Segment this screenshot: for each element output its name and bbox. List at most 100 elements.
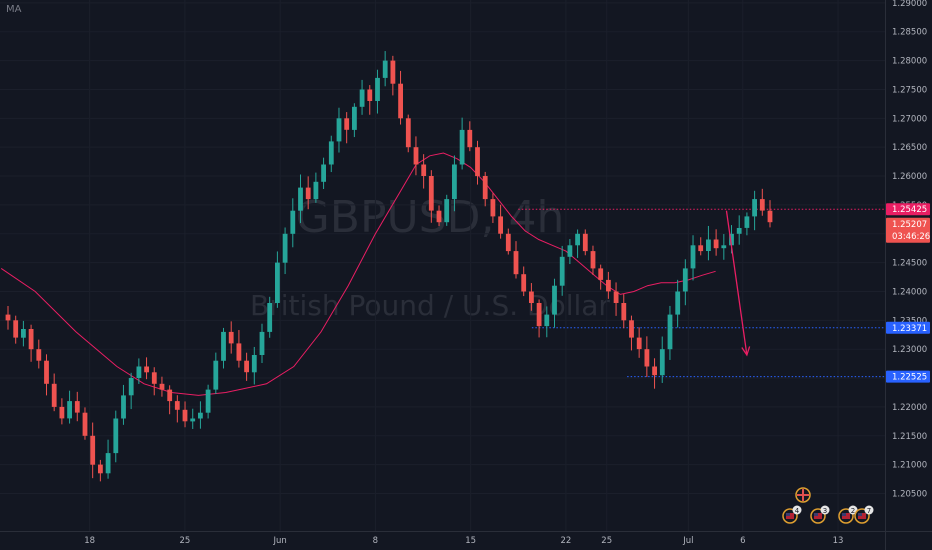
candle bbox=[151, 367, 157, 396]
candle bbox=[98, 459, 103, 482]
support-2-tag-label: 1.22525 bbox=[892, 373, 927, 383]
candle bbox=[559, 245, 565, 296]
time-tick-label: 15 bbox=[465, 536, 476, 546]
candle bbox=[698, 237, 704, 256]
candle-body bbox=[590, 251, 596, 269]
candle-body bbox=[405, 118, 411, 148]
candle-body bbox=[36, 349, 42, 361]
price-tick-label: 1.23500 bbox=[892, 316, 927, 326]
candle-body bbox=[182, 409, 188, 422]
candle bbox=[636, 327, 642, 358]
us-events-d-marker[interactable]: 7 bbox=[854, 505, 874, 524]
candle-body bbox=[74, 401, 80, 413]
candle bbox=[90, 422, 96, 479]
candle bbox=[736, 215, 742, 245]
candle bbox=[467, 121, 473, 152]
candle bbox=[275, 251, 280, 308]
candle bbox=[67, 390, 72, 424]
candle bbox=[336, 107, 342, 153]
candle-body bbox=[151, 372, 157, 384]
candle-body bbox=[105, 453, 111, 474]
candle-body bbox=[744, 216, 750, 228]
candles-layer bbox=[5, 51, 773, 482]
uk-event-marker[interactable] bbox=[795, 487, 811, 503]
price-tick-label: 1.20500 bbox=[892, 489, 927, 499]
candle-body bbox=[698, 245, 704, 252]
price-tick-label: 1.26000 bbox=[892, 172, 927, 182]
candle-body bbox=[328, 141, 334, 165]
candle bbox=[221, 327, 226, 369]
candle bbox=[405, 114, 411, 153]
candle-body bbox=[136, 366, 142, 378]
candle bbox=[144, 357, 149, 380]
candle bbox=[767, 200, 773, 228]
price-tick-label: 1.27500 bbox=[892, 85, 927, 95]
candle bbox=[244, 352, 249, 381]
candle bbox=[521, 266, 527, 297]
candle-body bbox=[213, 360, 219, 390]
candle-body bbox=[575, 233, 580, 246]
event-count: 7 bbox=[867, 507, 871, 515]
candle-body bbox=[21, 329, 26, 338]
candle bbox=[375, 69, 380, 114]
us-events-a-marker[interactable]: 4 bbox=[782, 505, 802, 524]
candle-body bbox=[467, 129, 473, 148]
projection-arrow-shaft bbox=[725, 210, 748, 356]
time-tick-label: 25 bbox=[601, 536, 612, 546]
candle bbox=[367, 85, 373, 115]
candle-body bbox=[367, 89, 373, 101]
current-price-tag-bg bbox=[886, 217, 930, 243]
candle bbox=[136, 358, 142, 384]
support-1-tag: 1.23371 bbox=[886, 321, 930, 334]
candle-body bbox=[636, 337, 642, 350]
candle bbox=[606, 271, 611, 299]
candle bbox=[444, 194, 450, 226]
candle bbox=[382, 51, 388, 87]
candle-body bbox=[28, 329, 34, 350]
candle-body bbox=[51, 383, 57, 407]
resistance-tag-label: 1.25425 bbox=[892, 205, 927, 215]
candle bbox=[174, 395, 180, 423]
candle-body bbox=[490, 199, 496, 217]
candle-body bbox=[244, 360, 249, 373]
price-tick-label: 1.21000 bbox=[892, 461, 927, 471]
candle-body bbox=[436, 210, 442, 223]
candle-body bbox=[190, 418, 196, 422]
candle bbox=[482, 171, 488, 207]
levels-layer bbox=[518, 208, 885, 378]
projection-arrow-head bbox=[741, 346, 751, 357]
candle-body bbox=[359, 89, 365, 107]
candle bbox=[644, 336, 650, 378]
time-axis[interactable]: 18 25 Jun 8 15 22 25 Jul 6 13 bbox=[0, 531, 932, 547]
flag-canton bbox=[858, 513, 862, 516]
economic-events[interactable]: 4 3 2 7 bbox=[782, 487, 874, 524]
candle-body bbox=[205, 389, 211, 413]
price-tick-label: 1.27000 bbox=[892, 114, 927, 124]
candle-body bbox=[113, 418, 119, 454]
price-tick-label: 1.29000 bbox=[892, 0, 927, 9]
candle bbox=[282, 227, 288, 275]
time-tick-label: Jul bbox=[682, 536, 693, 546]
candle-body bbox=[82, 412, 88, 436]
candle bbox=[529, 283, 534, 311]
price-tick-label: 1.28500 bbox=[892, 28, 927, 38]
indicator-label[interactable]: MA bbox=[6, 4, 22, 15]
us-events-b-marker[interactable]: 3 bbox=[810, 505, 830, 524]
candle-body bbox=[59, 406, 65, 419]
candle bbox=[321, 157, 326, 189]
candle bbox=[413, 136, 419, 176]
candle bbox=[475, 140, 480, 185]
price-tick-label: 1.23000 bbox=[892, 345, 927, 355]
candle-body bbox=[613, 291, 619, 303]
candle-body bbox=[767, 210, 773, 223]
resistance-tag-bg bbox=[886, 203, 930, 216]
candle bbox=[5, 306, 11, 330]
candle bbox=[344, 112, 350, 144]
candle-body bbox=[90, 435, 96, 465]
candle bbox=[190, 408, 196, 429]
candle-body bbox=[582, 233, 588, 252]
candle-body bbox=[513, 251, 519, 275]
candle-body bbox=[652, 366, 657, 376]
